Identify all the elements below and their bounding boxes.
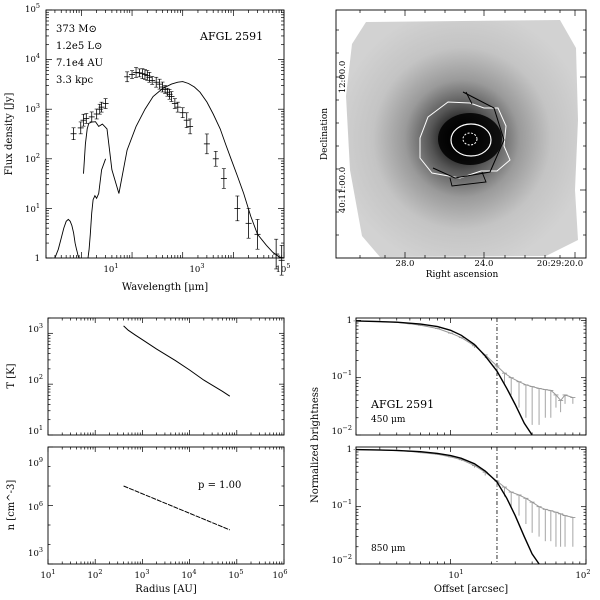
map-xtick-label-2: 20:29:20.0 xyxy=(537,259,583,269)
temperature-panel: 103 102 101 T [K] xyxy=(6,317,285,437)
density-xlabel: Radius [AU] xyxy=(135,584,197,595)
profile-450-band: 450 μm xyxy=(371,415,406,425)
map-core xyxy=(438,113,502,165)
density-marks xyxy=(123,485,230,531)
sed-param-distance: 3.3 kpc xyxy=(56,75,94,86)
density-ylabel: n [cm^-3] xyxy=(6,480,17,531)
temperature-ylabel: T [K] xyxy=(6,363,17,388)
map-contour-mid xyxy=(450,123,492,157)
sed-marks xyxy=(54,67,285,276)
sed-model-curve-short xyxy=(54,218,81,259)
profile-450-data-curve xyxy=(355,320,574,402)
map-chop-box xyxy=(449,91,487,187)
map-contour-inner xyxy=(462,132,478,146)
profile-850-model-curve xyxy=(355,448,540,565)
temperature-marks xyxy=(123,325,231,397)
sed-ylabel: Flux density [Jy] xyxy=(4,93,15,176)
map-ytick-label-1: 12:00.0 xyxy=(338,61,348,94)
map-xtick-label-0: 28.0 xyxy=(396,259,415,269)
map-ytick-label-0: 40:11:00.0 xyxy=(338,167,348,213)
density-curve xyxy=(123,485,230,531)
sed-model-curve xyxy=(83,81,285,259)
profile-850-ticks xyxy=(355,447,587,565)
sed-param-luminosity: 1.2e5 L⊙ xyxy=(56,41,102,52)
profile-ylabel: Normalized brightness xyxy=(310,387,321,503)
profile-450-ytick-label: 1 xyxy=(347,316,352,326)
profile-850-ytick-label: 1 xyxy=(347,445,352,455)
profile-850-frame xyxy=(355,446,587,565)
sed-ytick-label: 1 xyxy=(35,254,40,264)
profile-850-xlabel: Offset [arcsec] xyxy=(434,584,508,595)
profile-450-source: AFGL 2591 xyxy=(370,398,434,411)
sed-frame xyxy=(45,9,285,259)
sed-model-curve-mid xyxy=(87,158,107,259)
map-xtick-label-1: 24.0 xyxy=(475,259,494,269)
temperature-curve xyxy=(123,325,231,397)
map-xlabel: Right ascension xyxy=(426,270,499,280)
map-frame xyxy=(335,9,587,259)
profile-450-frame xyxy=(355,317,587,436)
profile-450-marks xyxy=(353,318,576,436)
density-ticks xyxy=(47,446,285,565)
density-annotation: p = 1.00 xyxy=(198,480,241,491)
map-xtick-labels: 28.0 24.0 20:29:20.0 xyxy=(396,259,584,269)
temperature-ticks xyxy=(47,317,285,436)
profile-850-band: 850 μm xyxy=(371,544,406,554)
sed-param-mass: 373 M⊙ xyxy=(56,24,97,35)
profile-450-model-curve xyxy=(355,320,533,436)
sed-param-radius: 7.1e4 AU xyxy=(56,58,103,69)
map-panel: 12:00.0 40:11:00.0 28.0 24.0 20:29:20.0 … xyxy=(320,9,587,280)
sed-source-label: AFGL 2591 xyxy=(199,30,263,43)
sed-ticks xyxy=(45,9,285,259)
map-ylabel: Declination xyxy=(320,108,330,160)
sed-xlabel: Wavelength [μm] xyxy=(122,282,208,293)
map-ticks xyxy=(336,10,586,258)
temperature-frame xyxy=(47,317,285,436)
profile-450-ticks xyxy=(355,318,587,436)
map-ytick-labels: 12:00.0 40:11:00.0 xyxy=(338,61,348,213)
profile-850-marks xyxy=(353,447,576,565)
sed-panel: 373 M⊙ 1.2e5 L⊙ 7.1e4 AU 3.3 kpc AFGL 25… xyxy=(4,2,290,293)
map-chop-arc xyxy=(432,91,505,179)
map-contour-outer xyxy=(419,101,511,179)
